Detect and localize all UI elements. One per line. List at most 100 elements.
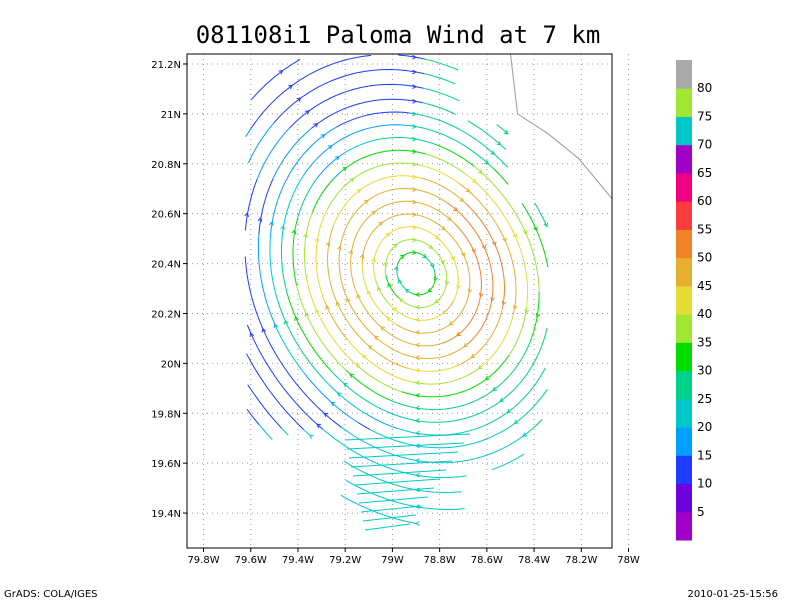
streamline <box>315 369 369 416</box>
streamline <box>482 313 514 366</box>
streamline <box>257 233 276 325</box>
streamline <box>247 384 283 429</box>
streamline <box>464 173 527 274</box>
streamline <box>521 203 549 268</box>
streamline <box>269 236 281 308</box>
streamline <box>446 202 493 274</box>
colorbar-swatch <box>676 483 692 513</box>
streamline <box>350 200 456 347</box>
streamline <box>465 203 504 274</box>
colorbar-swatch <box>676 398 692 428</box>
streamline <box>410 327 548 423</box>
streamline <box>296 285 347 371</box>
y-tick-label: 21.2N <box>151 60 181 71</box>
streamline-arrow <box>414 521 420 526</box>
colorbar-swatch <box>676 314 692 343</box>
streamline <box>336 111 410 128</box>
streamline <box>315 208 328 302</box>
streamline <box>341 149 426 172</box>
colorbar-label: 15 <box>697 448 712 462</box>
streamline <box>358 422 371 431</box>
x-tick-label: 79.4W <box>282 555 314 566</box>
streamline <box>279 307 317 371</box>
streamline <box>364 523 411 531</box>
colorbar-label: 10 <box>697 477 712 491</box>
streamline <box>362 514 417 522</box>
streamline <box>346 442 465 450</box>
streamline <box>251 58 301 100</box>
streamline <box>354 478 441 486</box>
streamline <box>454 223 482 274</box>
streamline <box>343 139 377 154</box>
streamline <box>246 353 304 430</box>
streamline <box>396 427 470 436</box>
colorbar-swatch <box>676 342 692 372</box>
y-tick-label: 20.6N <box>151 210 181 221</box>
streamline-arrow <box>308 434 314 440</box>
x-tick-label: 78.4W <box>518 555 550 566</box>
colorbar-swatch <box>676 427 692 456</box>
colorbar-label: 30 <box>697 364 712 378</box>
streamline <box>424 73 456 85</box>
streamline <box>347 339 412 383</box>
streamline <box>396 273 471 334</box>
streamline <box>286 292 332 372</box>
streamline <box>376 406 411 420</box>
colorbar-swatch <box>676 257 692 287</box>
streamline <box>473 165 539 274</box>
colorbar-swatch <box>676 144 692 174</box>
streamline <box>390 305 445 321</box>
streamline <box>258 178 274 234</box>
streamline <box>422 254 436 272</box>
streamline <box>333 170 343 179</box>
streamline <box>415 113 509 168</box>
streamline <box>422 102 457 115</box>
streamline <box>333 175 420 225</box>
streamline <box>492 167 509 185</box>
streamline <box>525 273 529 308</box>
streamline <box>373 226 459 280</box>
colorbar-label: 55 <box>697 222 712 236</box>
streamline <box>529 291 540 342</box>
streamline <box>246 408 260 426</box>
streamline <box>466 273 494 345</box>
colorbar: 5 10 15 20 25 30 35 40 45 50 55 60 65 70 75 80 <box>676 60 712 541</box>
streamline <box>258 424 273 441</box>
streamline <box>256 127 291 180</box>
streamline <box>425 153 466 174</box>
colorbar-swatch <box>676 511 692 541</box>
y-tick-label: 20.8N <box>151 160 181 171</box>
streamline <box>508 307 528 356</box>
streamline <box>396 251 424 266</box>
streamline <box>283 174 305 227</box>
plot-frame <box>186 53 613 549</box>
streamline <box>316 152 345 179</box>
x-tick-label: 79.8W <box>187 555 219 566</box>
streamline <box>269 126 337 237</box>
streamline <box>376 136 438 146</box>
y-tick-label: 19.6N <box>151 459 181 470</box>
streamline <box>355 364 402 393</box>
streamline <box>338 187 468 360</box>
streamline <box>303 211 313 280</box>
x-tick-label: 79.6W <box>235 555 267 566</box>
colorbar-label: 70 <box>697 138 712 152</box>
colorbar-swatch <box>676 116 692 146</box>
streamline <box>297 177 318 218</box>
streamline <box>348 451 459 459</box>
y-tick-label: 20.4N <box>151 260 181 271</box>
streamline <box>343 460 462 494</box>
streamline <box>453 273 459 302</box>
streamline <box>389 341 531 411</box>
colorbar-swatch <box>676 229 692 259</box>
streamline <box>360 505 423 513</box>
streamline <box>384 239 447 276</box>
streamline <box>424 58 459 71</box>
streamline <box>443 300 454 313</box>
streamline <box>534 202 548 227</box>
streamline <box>369 429 502 449</box>
colorbar-label: 40 <box>697 307 712 321</box>
x-tick-label: 79.2W <box>329 555 361 566</box>
x-tick-label: 79W <box>381 555 404 566</box>
